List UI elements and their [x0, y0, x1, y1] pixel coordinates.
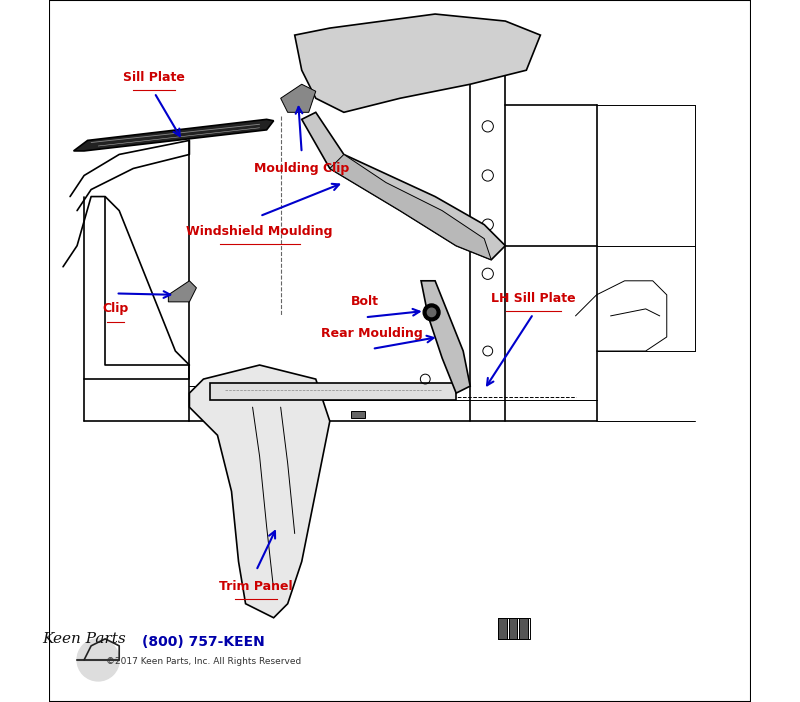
Text: LH Sill Plate: LH Sill Plate — [491, 292, 576, 305]
Polygon shape — [519, 618, 528, 639]
Polygon shape — [498, 618, 506, 639]
Text: Moulding Clip: Moulding Clip — [254, 162, 350, 175]
Text: Keen Parts: Keen Parts — [42, 632, 126, 646]
Polygon shape — [294, 14, 541, 112]
Circle shape — [423, 304, 440, 321]
Text: Bolt: Bolt — [351, 296, 379, 308]
Polygon shape — [330, 154, 491, 260]
Polygon shape — [302, 112, 506, 260]
Polygon shape — [421, 281, 470, 393]
Polygon shape — [509, 618, 518, 639]
Polygon shape — [351, 411, 365, 418]
Text: ©2017 Keen Parts, Inc. All Rights Reserved: ©2017 Keen Parts, Inc. All Rights Reserv… — [106, 657, 301, 665]
Text: Trim Panel: Trim Panel — [219, 580, 293, 592]
Text: (800) 757-KEEN: (800) 757-KEEN — [142, 635, 265, 649]
Polygon shape — [190, 365, 330, 618]
Circle shape — [427, 308, 436, 317]
Text: Clip: Clip — [102, 303, 129, 315]
Text: Windshield Moulding: Windshield Moulding — [186, 225, 333, 238]
Polygon shape — [74, 119, 274, 151]
Polygon shape — [168, 281, 197, 302]
Text: Rear Moulding: Rear Moulding — [321, 327, 422, 340]
Polygon shape — [281, 84, 316, 112]
Text: Sill Plate: Sill Plate — [123, 71, 186, 84]
Polygon shape — [210, 383, 456, 400]
Circle shape — [77, 639, 119, 681]
